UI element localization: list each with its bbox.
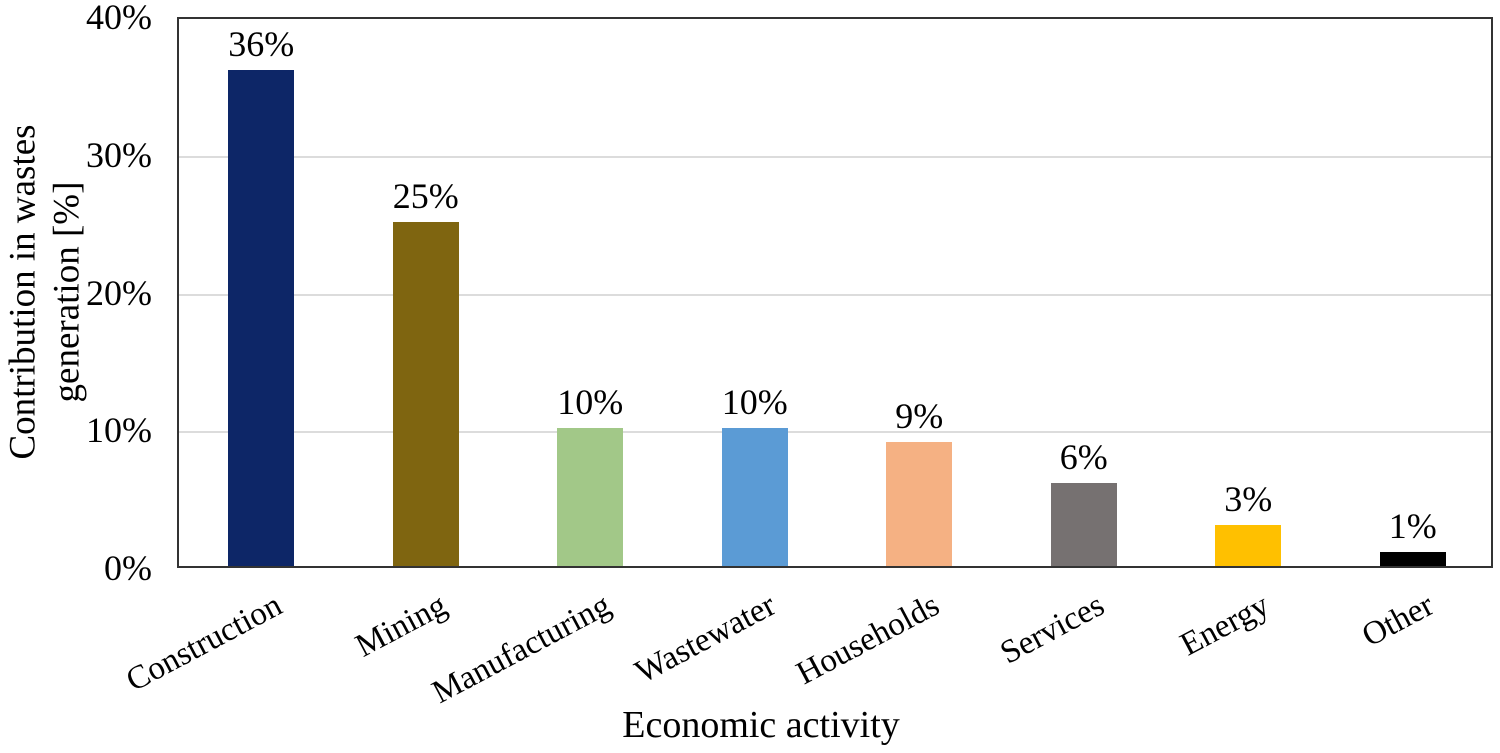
y-tick-20: 20%: [86, 272, 152, 313]
y-tick-0: 0%: [104, 548, 152, 588]
gridline-30: [179, 155, 1491, 158]
x-label-mining: Mining: [349, 587, 453, 665]
x-label-energy: Energy: [1174, 587, 1275, 664]
value-label-services: 6%: [1059, 437, 1108, 478]
gridline-20: [179, 293, 1491, 296]
x-label-households: Households: [791, 587, 946, 693]
bar-wastewater: [721, 428, 788, 566]
value-label-mining: 25%: [392, 175, 459, 216]
bar-mining: [392, 221, 459, 566]
y-tick-10: 10%: [86, 410, 152, 451]
bar-services: [1050, 483, 1117, 566]
bar-households: [886, 442, 953, 566]
plot-area: 36% 25% 10% 10% 9% 6% 3% 1%: [177, 17, 1493, 568]
bar-manufacturing: [557, 428, 624, 566]
bar-construction: [228, 70, 295, 566]
y-tick-40: 40%: [86, 0, 152, 37]
value-label-manufacturing: 10%: [557, 382, 624, 423]
value-label-wastewater: 10%: [721, 382, 788, 423]
value-label-households: 9%: [895, 396, 944, 437]
x-label-construction: Construction: [120, 587, 288, 699]
value-label-other: 1%: [1388, 506, 1437, 547]
x-label-manufacturing: Manufacturing: [426, 587, 617, 711]
x-label-other: Other: [1355, 587, 1440, 655]
gridline-10: [179, 431, 1491, 434]
x-label-services: Services: [994, 587, 1111, 672]
x-label-wastewater: Wastewater: [629, 587, 782, 691]
y-tick-30: 30%: [86, 134, 152, 175]
x-axis-title: Economic activity: [622, 704, 900, 746]
value-label-energy: 3%: [1224, 478, 1273, 519]
bar-energy: [1215, 524, 1282, 566]
bar-other: [1379, 552, 1446, 566]
value-label-construction: 36%: [228, 24, 295, 65]
